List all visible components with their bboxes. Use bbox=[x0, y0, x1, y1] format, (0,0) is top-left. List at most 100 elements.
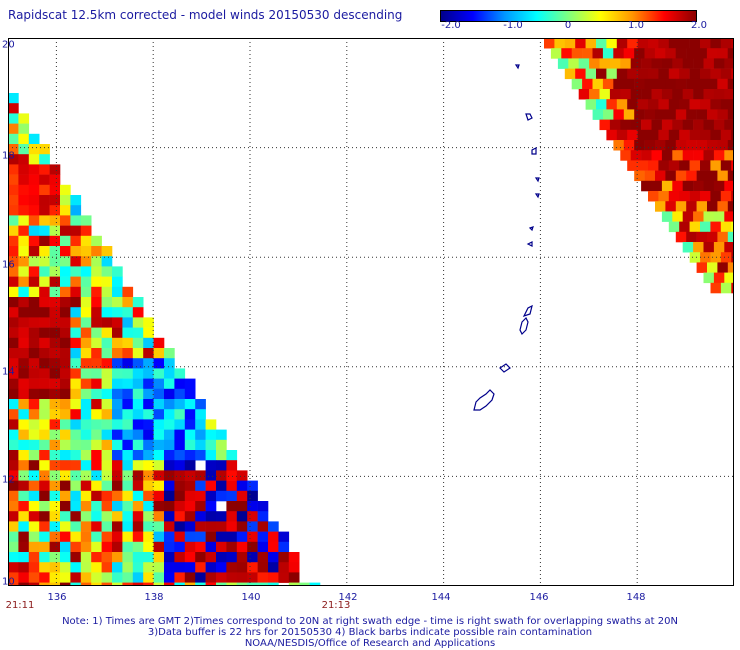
wind-cell bbox=[8, 480, 19, 492]
wind-cell bbox=[585, 68, 597, 80]
wind-cell bbox=[164, 348, 175, 359]
wind-cell bbox=[80, 378, 92, 390]
wind-cell bbox=[153, 399, 165, 410]
wind-cell bbox=[226, 511, 238, 522]
wind-cell bbox=[226, 490, 238, 502]
wind-cell bbox=[132, 348, 144, 359]
wind-cell bbox=[672, 58, 683, 69]
wind-cell bbox=[60, 501, 71, 512]
wind-cell bbox=[49, 460, 61, 471]
wind-cell bbox=[18, 470, 30, 481]
wind-cell bbox=[8, 103, 19, 114]
wind-cell bbox=[132, 327, 144, 339]
wind-cell bbox=[8, 93, 19, 104]
wind-cell bbox=[18, 439, 30, 451]
wind-cell bbox=[18, 511, 30, 522]
wind-cell bbox=[122, 399, 134, 410]
wind-cell bbox=[564, 38, 576, 49]
island-outline bbox=[514, 64, 520, 70]
wind-cell bbox=[205, 450, 217, 461]
island-outline bbox=[534, 193, 540, 199]
wind-cell bbox=[39, 144, 50, 155]
wind-cell bbox=[70, 317, 82, 328]
wind-cell bbox=[153, 582, 165, 586]
wind-cell bbox=[564, 68, 576, 80]
wind-cell bbox=[153, 480, 165, 492]
wind-cell bbox=[216, 521, 227, 532]
wind-cell bbox=[236, 552, 248, 563]
wind-cell bbox=[101, 572, 113, 583]
wind-cell bbox=[247, 531, 258, 543]
wind-cell bbox=[644, 78, 656, 90]
wind-cell bbox=[707, 170, 718, 182]
wind-cell bbox=[651, 89, 663, 100]
wind-cell bbox=[720, 282, 732, 294]
wind-cell bbox=[689, 252, 701, 263]
wind-cell bbox=[112, 470, 123, 481]
wind-cell bbox=[592, 109, 604, 120]
wind-cell bbox=[132, 388, 144, 400]
wind-cell bbox=[49, 205, 61, 216]
wind-cell bbox=[70, 521, 82, 532]
wind-cell bbox=[682, 242, 694, 253]
wind-cell bbox=[8, 327, 19, 339]
wind-cell bbox=[70, 409, 82, 420]
wind-cell bbox=[70, 337, 82, 349]
wind-cell bbox=[592, 78, 604, 90]
wind-cell bbox=[70, 225, 82, 237]
wind-cell bbox=[28, 235, 40, 247]
wind-cell bbox=[112, 368, 123, 379]
wind-cell bbox=[236, 501, 248, 512]
wind-cell bbox=[174, 368, 186, 379]
wind-cell bbox=[602, 48, 614, 59]
wind-cell bbox=[70, 286, 82, 298]
wind-cell bbox=[8, 246, 19, 257]
wind-cell bbox=[60, 225, 71, 237]
wind-cell bbox=[80, 388, 92, 400]
colorbar-label: 0 bbox=[564, 20, 572, 31]
wind-cell bbox=[80, 450, 92, 461]
wind-cell bbox=[8, 572, 19, 583]
wind-cell bbox=[727, 78, 734, 90]
wind-cell bbox=[70, 541, 82, 553]
wind-cell bbox=[143, 409, 154, 420]
wind-cell bbox=[39, 195, 50, 206]
wind-cell bbox=[164, 460, 175, 471]
wind-cell bbox=[205, 490, 217, 502]
wind-cell bbox=[91, 429, 102, 441]
wind-cell bbox=[101, 378, 113, 390]
wind-cell bbox=[616, 68, 628, 80]
wind-cell bbox=[710, 99, 722, 110]
wind-cell bbox=[18, 419, 30, 430]
wind-cell bbox=[49, 572, 61, 583]
wind-cell bbox=[143, 378, 154, 390]
wind-cell bbox=[80, 439, 92, 451]
wind-cell bbox=[122, 297, 134, 308]
wind-cell bbox=[226, 480, 238, 492]
wind-cell bbox=[49, 337, 61, 349]
wind-cell bbox=[205, 562, 217, 573]
wind-cell bbox=[18, 235, 30, 247]
wind-cell bbox=[713, 211, 725, 222]
wind-cell bbox=[28, 276, 40, 288]
wind-cell bbox=[112, 460, 123, 471]
wind-cell bbox=[60, 572, 71, 583]
wind-cell bbox=[39, 582, 50, 586]
wind-cell bbox=[609, 89, 621, 100]
wind-cell bbox=[70, 327, 82, 339]
wind-cell bbox=[184, 378, 196, 390]
wind-cell bbox=[606, 129, 618, 141]
wind-cell bbox=[724, 180, 734, 192]
wind-cell bbox=[8, 521, 19, 532]
wind-cell bbox=[122, 480, 134, 492]
wind-cell bbox=[112, 490, 123, 502]
wind-cell bbox=[648, 99, 659, 110]
wind-cell bbox=[132, 511, 144, 522]
wind-cell bbox=[8, 276, 19, 288]
wind-cell bbox=[8, 531, 19, 543]
wind-cell bbox=[686, 231, 697, 243]
wind-cell bbox=[60, 358, 71, 369]
wind-cell bbox=[668, 221, 680, 233]
wind-cell bbox=[49, 276, 61, 288]
wind-cell bbox=[713, 58, 725, 69]
